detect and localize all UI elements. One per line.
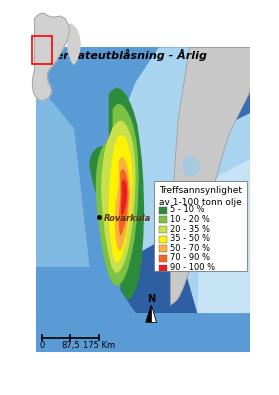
Text: 50 - 70 %: 50 - 70 % xyxy=(170,244,210,253)
Polygon shape xyxy=(182,155,201,177)
Text: Rovarkula: Rovarkula xyxy=(103,214,151,223)
FancyBboxPatch shape xyxy=(154,181,247,271)
Polygon shape xyxy=(121,179,127,216)
Polygon shape xyxy=(42,77,46,85)
Bar xyxy=(159,255,167,262)
Bar xyxy=(159,236,167,243)
Polygon shape xyxy=(177,198,199,221)
Polygon shape xyxy=(96,103,139,286)
Polygon shape xyxy=(119,169,129,236)
Bar xyxy=(32,36,52,64)
Polygon shape xyxy=(197,159,251,313)
Text: 175 Km: 175 Km xyxy=(83,341,116,350)
Polygon shape xyxy=(151,305,157,322)
Polygon shape xyxy=(170,47,251,305)
Text: 0: 0 xyxy=(39,341,44,350)
Text: 20 - 35 %: 20 - 35 % xyxy=(170,225,210,233)
Bar xyxy=(159,216,167,223)
Polygon shape xyxy=(115,158,130,251)
Text: 5 - 10 %: 5 - 10 % xyxy=(170,205,205,214)
Text: Treffsannsynlighet
av 1-100 tonn olje: Treffsannsynlighet av 1-100 tonn olje xyxy=(159,186,242,207)
Text: 70 - 90 %: 70 - 90 % xyxy=(170,254,210,263)
Bar xyxy=(159,226,167,233)
Polygon shape xyxy=(68,24,80,64)
Polygon shape xyxy=(189,47,251,136)
Bar xyxy=(159,265,167,271)
Polygon shape xyxy=(36,82,90,267)
Text: 87,5: 87,5 xyxy=(61,341,80,350)
Polygon shape xyxy=(32,13,69,101)
Polygon shape xyxy=(109,135,133,263)
Polygon shape xyxy=(146,305,157,322)
Bar xyxy=(159,245,167,252)
Polygon shape xyxy=(173,237,197,263)
Polygon shape xyxy=(90,87,144,300)
Bar xyxy=(159,207,167,214)
Text: 90 - 100 %: 90 - 100 % xyxy=(170,263,215,272)
Text: 35 - 50 %: 35 - 50 % xyxy=(170,234,210,243)
Text: 10 - 20 %: 10 - 20 % xyxy=(170,215,210,224)
Polygon shape xyxy=(120,244,197,313)
Text: Overflateutblåsning - Årlig: Overflateutblåsning - Årlig xyxy=(39,49,207,61)
Text: N: N xyxy=(147,294,155,304)
Polygon shape xyxy=(120,47,251,313)
Polygon shape xyxy=(101,120,136,273)
